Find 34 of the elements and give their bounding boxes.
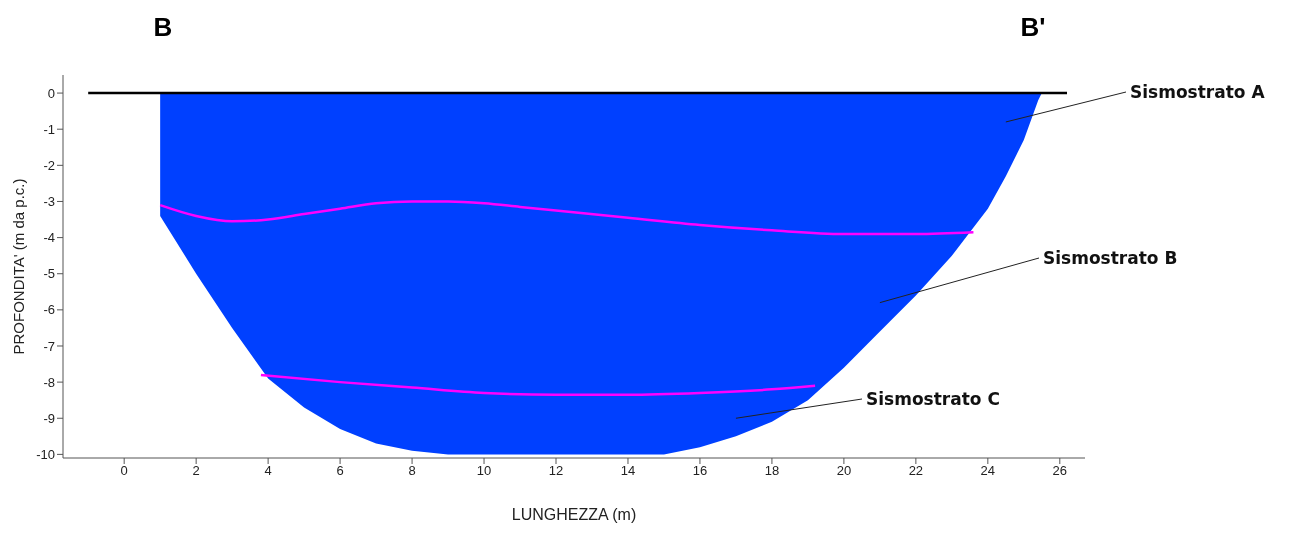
x-tick-label: 16 (692, 463, 708, 479)
y-tick-label: -8 (43, 374, 55, 390)
x-tick-label: 26 (1052, 463, 1068, 479)
line-series (158, 200, 975, 236)
y-tick-label: -2 (43, 157, 55, 173)
text: Sismostrato A (1130, 82, 1266, 102)
annotation: Sismostrato B (1043, 248, 1178, 268)
y-tick-label: -7 (43, 338, 55, 354)
x-tick-label: 12 (548, 463, 564, 479)
x-tick-label: 8 (408, 463, 416, 479)
x-tick-label: 24 (980, 463, 996, 479)
x-tick-label: 14 (620, 463, 636, 479)
y-tick-label: -3 (43, 194, 55, 210)
x-axis-title: LUNGHEZZA (m) (511, 506, 637, 523)
y-tick-label: -5 (43, 266, 55, 282)
text: B (153, 12, 173, 42)
y-tick-label: -9 (43, 410, 55, 426)
x-tick-label: 2 (192, 463, 200, 479)
y-axis-title: PROFONDITA' (m da p.c.) (10, 178, 27, 355)
y-tick-label: -10 (36, 447, 55, 462)
y-tick-label: -1 (43, 121, 55, 137)
annotation: Sismostrato C (866, 389, 1000, 409)
x-tick-label: 6 (336, 463, 344, 479)
y-tick-label: -4 (43, 230, 55, 246)
x-tick-label: 10 (476, 463, 492, 479)
x-tick-label: 4 (264, 463, 272, 479)
x-tick-label: 22 (908, 463, 924, 479)
line-series (259, 373, 817, 397)
y-tick-label: 0 (47, 85, 55, 101)
x-tick-label: 18 (764, 463, 780, 479)
text: B' (1020, 12, 1046, 42)
x-tick-label: 20 (836, 463, 852, 479)
y-tick-label: -6 (43, 302, 55, 318)
x-tick-label: 0 (120, 463, 128, 479)
